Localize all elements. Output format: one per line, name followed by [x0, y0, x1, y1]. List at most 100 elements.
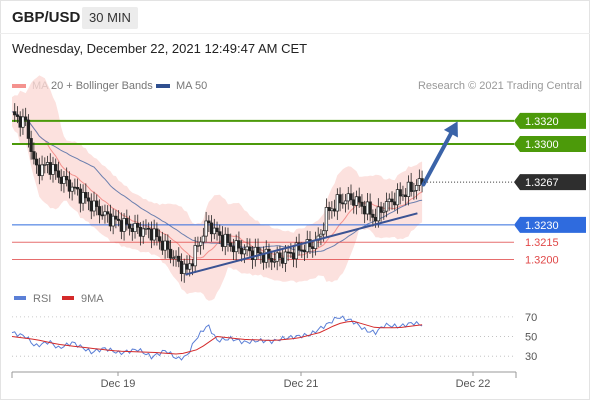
level-label-1-3200-text: 1.3200 — [525, 255, 559, 267]
rsi-tick-30: 30 — [525, 351, 537, 363]
candle-body — [133, 223, 137, 232]
candle-body — [272, 260, 277, 263]
candle-body — [338, 194, 342, 204]
last-price-label-text: 1.3267 — [525, 177, 559, 189]
candle-body — [155, 228, 159, 238]
candle-body — [354, 196, 359, 206]
candle-body — [376, 206, 380, 222]
candle-body — [177, 255, 181, 262]
candle-body — [404, 194, 408, 197]
candle-body — [190, 263, 195, 267]
candle-body — [223, 233, 227, 247]
candle-body — [179, 261, 184, 274]
candle-body — [174, 255, 178, 259]
candle-body — [86, 197, 91, 202]
candle-body — [70, 186, 74, 192]
x-tick-label: Dec 21 — [284, 378, 319, 390]
candle-body — [185, 263, 189, 270]
ma9-legend-swatch — [62, 296, 74, 300]
candle-body — [65, 175, 69, 181]
candle-body — [45, 162, 50, 165]
ma9-legend-label: 9MA — [81, 293, 104, 305]
candle-body — [409, 181, 413, 192]
candle-body — [122, 218, 126, 232]
projection-arrow-shaft — [421, 124, 457, 187]
candle-body — [73, 186, 77, 189]
candle-body — [387, 198, 391, 202]
candle-body — [108, 213, 113, 227]
candle-body — [141, 228, 145, 237]
candle-body — [43, 164, 47, 166]
candle-body — [327, 207, 331, 212]
timeframe-badge[interactable]: 30 MIN — [82, 7, 138, 29]
candle-body — [138, 226, 143, 237]
candle-body — [26, 119, 31, 139]
candle-body — [330, 208, 334, 212]
rsi-tick-70: 70 — [525, 312, 537, 324]
level-label-1-3215-text: 1.3215 — [525, 237, 559, 249]
rsi-legend-swatch — [14, 296, 26, 300]
candle-body — [229, 242, 233, 247]
candle-body — [291, 252, 296, 260]
candle-body — [275, 252, 279, 262]
symbol-title: GBP/USD — [12, 9, 81, 26]
candle-body — [308, 239, 312, 248]
candle-body — [349, 193, 353, 201]
candle-body — [234, 240, 238, 253]
candle-body — [379, 206, 383, 213]
level-label-1-3300-text: 1.3300 — [525, 139, 559, 151]
candle-body — [360, 201, 364, 207]
candle-body — [414, 185, 419, 191]
candle-body — [365, 201, 370, 215]
candle-body — [373, 217, 378, 222]
candle-body — [261, 254, 266, 263]
candle-body — [231, 246, 236, 253]
candle-body — [384, 201, 389, 212]
candle-body — [250, 250, 255, 260]
candle-body — [81, 192, 85, 204]
candle-body — [226, 233, 230, 244]
candle-body — [406, 181, 411, 197]
candle-body — [237, 240, 241, 249]
rsi-line — [11, 315, 423, 361]
level-label-1-3320-text: 1.3320 — [525, 116, 559, 128]
candle-body — [160, 240, 165, 251]
legend-item-ma20: MA 20 + Bollinger Bands — [12, 80, 153, 92]
bollinger-band — [12, 75, 423, 301]
candle-body — [346, 193, 350, 202]
candle-body — [106, 211, 110, 215]
candle-body — [281, 257, 285, 264]
level-label-1-3230-text: 1.3230 — [525, 220, 559, 232]
candle-body — [357, 196, 361, 203]
candle-body — [245, 246, 249, 251]
candle-body — [311, 246, 315, 249]
candle-body — [51, 164, 55, 175]
candle-body — [119, 220, 124, 232]
candle-body — [302, 249, 307, 253]
candle-body — [59, 176, 63, 184]
candle-body — [40, 164, 44, 177]
candle-body — [278, 252, 282, 259]
candle-body — [89, 200, 93, 212]
candle-body — [215, 227, 219, 233]
candle-body — [196, 245, 200, 247]
candle-body — [390, 198, 394, 203]
candle-body — [253, 246, 257, 260]
candle-body — [157, 236, 162, 242]
copyright-text: Research © 2021 Trading Central — [417, 80, 582, 92]
level-label-1-3300-box — [514, 136, 586, 152]
candle-body — [147, 227, 151, 230]
candle-body — [166, 240, 170, 250]
candle-body — [300, 249, 304, 252]
candle-body — [37, 164, 41, 177]
candle-body — [294, 242, 298, 260]
legend-swatch-ma20 — [12, 84, 26, 88]
candle-body — [382, 210, 386, 213]
candle-body — [48, 162, 52, 175]
candle-body — [111, 215, 115, 227]
candle-body — [67, 179, 72, 192]
x-tick-label: Dec 19 — [101, 378, 136, 390]
candle-body — [332, 208, 337, 212]
candle-body — [270, 258, 274, 263]
candle-body — [62, 175, 66, 184]
